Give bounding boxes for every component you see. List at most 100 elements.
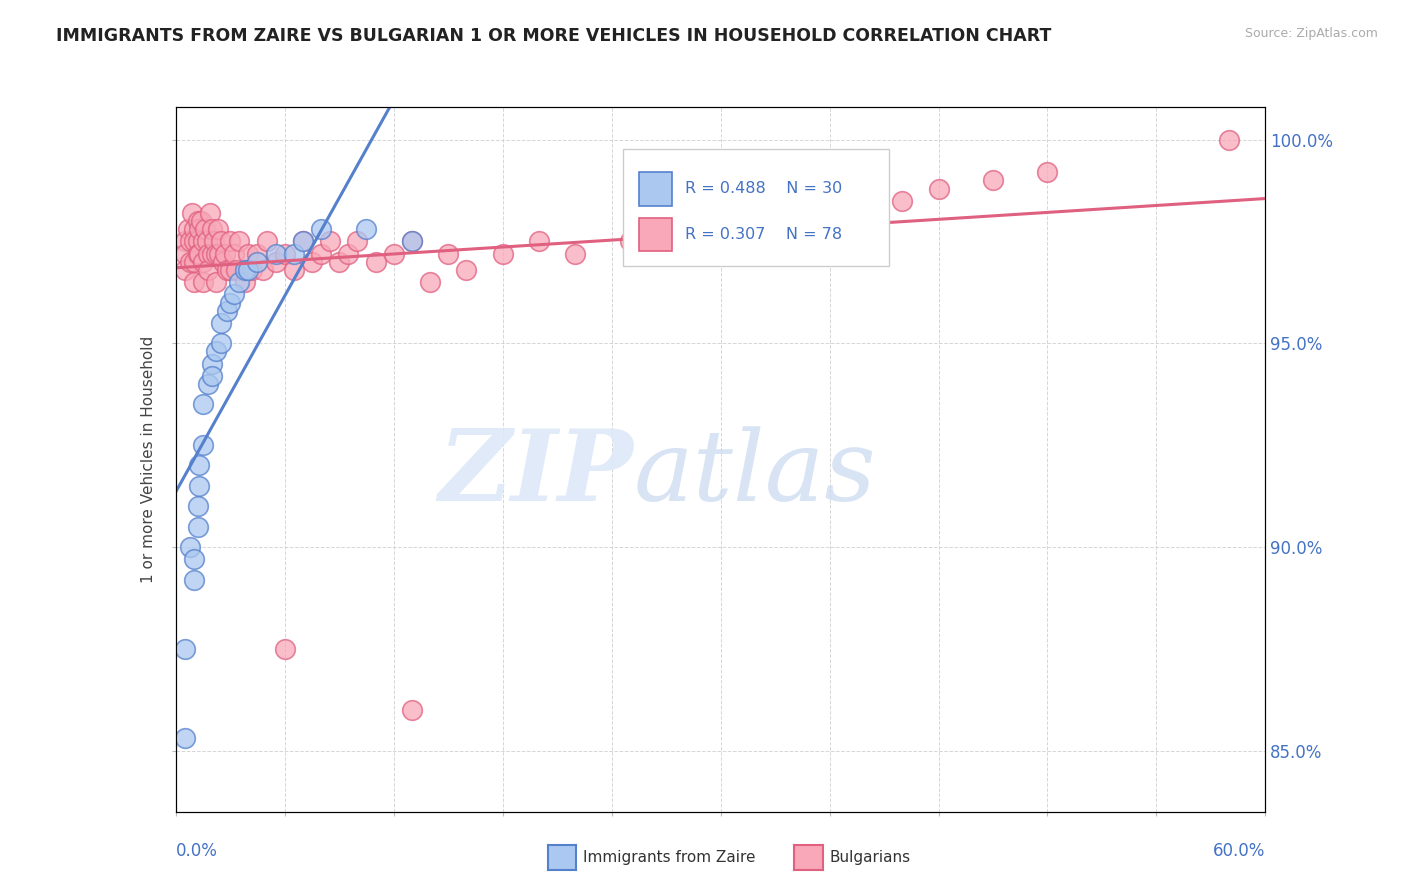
Point <box>197 246 219 260</box>
Point <box>186 519 209 533</box>
Point <box>204 246 226 260</box>
Point <box>240 263 263 277</box>
Point <box>274 246 297 260</box>
Point <box>219 235 242 249</box>
Point <box>215 263 238 277</box>
Point <box>264 246 287 260</box>
Point <box>1036 165 1059 179</box>
Point <box>219 263 242 277</box>
Point <box>328 255 350 269</box>
Point <box>800 235 823 249</box>
Point <box>710 235 733 249</box>
Point <box>252 263 274 277</box>
Point <box>382 246 405 260</box>
Point <box>222 287 245 301</box>
Point <box>246 246 269 260</box>
Point <box>201 368 224 383</box>
Point <box>177 222 200 236</box>
Point <box>1218 133 1240 147</box>
Point <box>564 246 586 260</box>
Point <box>401 235 423 249</box>
Point <box>188 246 211 260</box>
Point <box>179 540 201 554</box>
Point <box>173 263 195 277</box>
Point <box>194 222 217 236</box>
Point <box>197 377 219 392</box>
Point <box>981 173 1004 187</box>
Point <box>209 316 232 330</box>
Point <box>274 641 297 656</box>
Text: ZIP: ZIP <box>439 425 633 522</box>
Point <box>222 246 245 260</box>
Point <box>186 235 209 249</box>
Point <box>233 263 256 277</box>
Point <box>191 235 214 249</box>
Point <box>186 500 209 514</box>
Point <box>246 255 269 269</box>
Point <box>301 255 323 269</box>
Point <box>181 206 204 220</box>
Point <box>928 181 950 195</box>
Point <box>212 255 235 269</box>
Point <box>188 222 211 236</box>
Text: R = 0.307    N = 78: R = 0.307 N = 78 <box>685 227 842 242</box>
Point <box>346 235 368 249</box>
Point <box>200 206 222 220</box>
Point <box>183 275 205 289</box>
Point <box>225 263 247 277</box>
Point <box>745 222 768 236</box>
Text: Immigrants from Zaire: Immigrants from Zaire <box>583 850 756 864</box>
Point <box>183 222 205 236</box>
Point <box>204 275 226 289</box>
Point <box>319 235 342 249</box>
Point <box>291 235 314 249</box>
FancyBboxPatch shape <box>638 218 672 252</box>
Y-axis label: 1 or more Vehicles in Household: 1 or more Vehicles in Household <box>141 335 156 583</box>
FancyBboxPatch shape <box>623 149 890 266</box>
Point <box>173 641 195 656</box>
Point <box>256 235 278 249</box>
Point <box>209 336 232 351</box>
Point <box>238 246 260 260</box>
Point <box>456 263 478 277</box>
Point <box>228 235 250 249</box>
Point <box>419 275 441 289</box>
Point <box>337 246 360 260</box>
Point <box>215 303 238 318</box>
Point <box>214 246 236 260</box>
Point <box>204 344 226 359</box>
Point <box>283 246 305 260</box>
Point <box>191 397 214 411</box>
Point <box>283 263 305 277</box>
Point <box>291 235 314 249</box>
Point <box>437 246 460 260</box>
Text: 60.0%: 60.0% <box>1213 842 1265 860</box>
Point <box>191 255 214 269</box>
Point <box>208 246 231 260</box>
Point <box>209 235 232 249</box>
Text: 0.0%: 0.0% <box>176 842 218 860</box>
Point <box>364 255 387 269</box>
Point <box>401 703 423 717</box>
Point <box>201 357 224 371</box>
Point <box>673 246 696 260</box>
Point <box>527 235 550 249</box>
Point <box>183 552 205 566</box>
Point <box>197 263 219 277</box>
Point <box>183 235 205 249</box>
Point <box>191 275 214 289</box>
Point <box>201 246 224 260</box>
Point <box>186 214 209 228</box>
Point <box>309 246 332 260</box>
Point <box>179 235 201 249</box>
FancyBboxPatch shape <box>638 172 672 206</box>
Point <box>195 235 218 249</box>
Point <box>233 275 256 289</box>
Point <box>186 246 209 260</box>
Point <box>173 246 195 260</box>
Text: IMMIGRANTS FROM ZAIRE VS BULGARIAN 1 OR MORE VEHICLES IN HOUSEHOLD CORRELATION C: IMMIGRANTS FROM ZAIRE VS BULGARIAN 1 OR … <box>56 27 1052 45</box>
Point <box>264 255 287 269</box>
Point <box>207 222 229 236</box>
Point <box>619 235 641 249</box>
Text: R = 0.488    N = 30: R = 0.488 N = 30 <box>685 181 842 196</box>
